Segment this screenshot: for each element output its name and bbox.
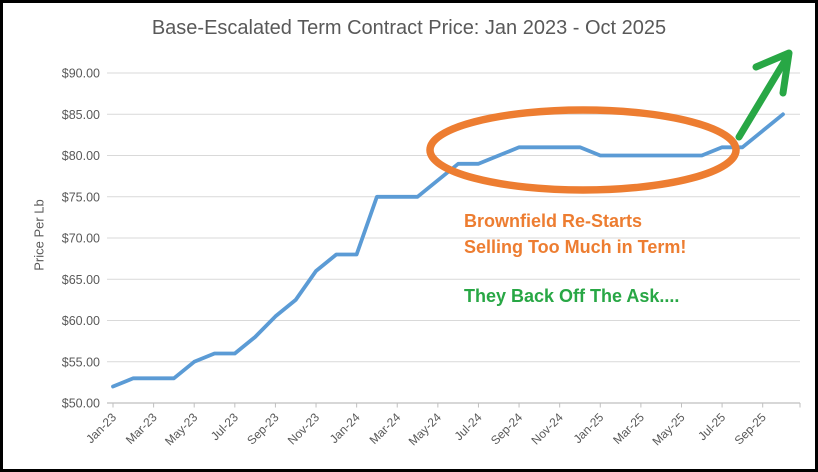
y-tick-label: $90.00: [62, 67, 100, 81]
x-tick-label: Sep-25: [732, 410, 769, 447]
chart-title: Base-Escalated Term Contract Price: Jan …: [151, 17, 667, 39]
y-tick-label: $70.00: [62, 232, 100, 246]
chart-canvas: $50.00 $55.00 $60.00 $65.00 $70.00 $75.00 $80.…: [62, 49, 801, 448]
y-tick-label: $50.00: [62, 397, 100, 411]
x-tick-label: Jul-24: [452, 410, 485, 443]
x-tick-label: Mar-25: [610, 410, 647, 447]
x-tick-label: Jul-23: [208, 410, 241, 443]
x-tick-label: May-24: [406, 410, 444, 448]
x-tick-label: Mar-23: [123, 410, 160, 447]
x-tick-label: Sep-23: [244, 410, 281, 447]
annotation-brownfield: Brownfield Re-Starts Selling Too Much in…: [464, 208, 686, 260]
x-tick-label: May-23: [162, 410, 200, 448]
y-tick-label: $80.00: [62, 149, 100, 163]
y-tick-label: $65.00: [62, 273, 100, 287]
x-tick-label: Jan-24: [327, 410, 363, 446]
annotation-brownfield-line2: Selling Too Much in Term!: [464, 237, 687, 257]
y-tick-label: $75.00: [62, 190, 100, 204]
x-tick-label: Mar-24: [367, 410, 404, 447]
up-arrow-head: [752, 49, 793, 97]
x-tick-label: Nov-23: [285, 410, 322, 447]
highlight-ellipse: [426, 106, 740, 194]
up-arrow-icon: [735, 55, 790, 141]
annotation-brownfield-line1: Brownfield Re-Starts: [464, 211, 643, 231]
x-tick-label: Jul-25: [695, 410, 728, 443]
x-tick-label: Jan-25: [571, 410, 607, 446]
annotation-backoff-line1: They Back Off The Ask....: [464, 286, 680, 306]
y-tick-label: $55.00: [62, 355, 100, 369]
y-tick-label: $85.00: [62, 108, 100, 122]
x-tick-label: Sep-24: [488, 410, 525, 447]
x-tick-label: May-25: [649, 410, 687, 448]
y-tick-label: $60.00: [62, 314, 100, 328]
x-tick-label: Jan-23: [83, 410, 119, 446]
annotation-backoff: They Back Off The Ask....: [464, 283, 679, 309]
x-tick-label: Nov-24: [529, 410, 566, 447]
